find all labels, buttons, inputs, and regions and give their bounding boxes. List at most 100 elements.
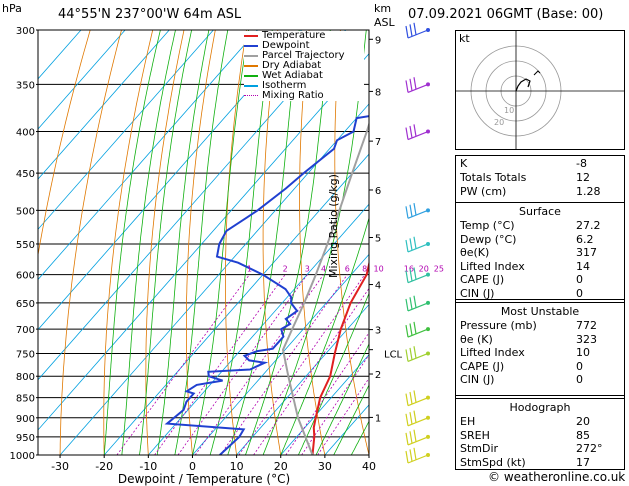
temperature-tick-label: -30: [51, 460, 69, 473]
temperature-tick-label: -20: [95, 460, 113, 473]
temperature-tick-label: 30: [318, 460, 332, 473]
legend-swatch: [244, 65, 258, 67]
pressure-tick-label: 950: [16, 433, 35, 444]
surface-label: Dewp (°C): [460, 232, 517, 246]
wind-barb: [405, 203, 430, 219]
isotherm-line: [280, 354, 369, 455]
surface-title: Surface: [519, 205, 561, 218]
most-unstable-row: Pressure (mb) 772: [456, 319, 624, 333]
mixing-ratio-line: [194, 274, 324, 455]
pressure-tick-label: 800: [16, 372, 35, 383]
k-index-row: K -8: [456, 157, 624, 171]
mixing-ratio-line: [116, 274, 250, 455]
most-unstable-row: CIN (J) 0: [456, 373, 624, 387]
hodograph-trace: [515, 78, 531, 92]
hodograph-stat-value: 20: [576, 415, 590, 428]
most-unstable-value: 0: [576, 359, 583, 373]
wind-barb: [405, 236, 430, 253]
isotherm-line: [236, 303, 369, 455]
wet-adiabat-line: [192, 30, 250, 455]
wet-adiabat-line: [209, 30, 273, 455]
hodograph-unit-label: kt: [459, 32, 470, 45]
surface-value: 6.2: [576, 232, 594, 246]
legend-entry: Temperature: [244, 31, 364, 41]
most-unstable-label: Lifted Index: [460, 346, 525, 359]
mixing-ratio-tick-label: 20: [419, 265, 429, 274]
most-unstable-value: 323: [576, 332, 597, 346]
hodograph-stat-label: StmSpd (kt): [460, 455, 526, 469]
hodograph-stat-row: StmSpd (kt) 17: [456, 456, 624, 470]
legend-entry: Parcel Trajectory: [244, 51, 364, 61]
hodograph-ring-label: 20: [494, 118, 504, 127]
hodograph-stat-value: 17: [576, 455, 590, 469]
pressure-tick-label: 750: [16, 349, 35, 360]
hodograph-stat-value: 272°: [576, 442, 603, 455]
surface-section: Surface Temp (°C) 27.2 Dewp (°C) 6.2 θe(K) 31…: [456, 202, 624, 300]
dry-adiabat-line: [262, 30, 282, 455]
isotherm-line: [38, 30, 214, 230]
mixing-ratio-tick-label: 3: [305, 265, 310, 274]
mixing-ratio-line: [301, 354, 369, 455]
pressure-tick-label: 450: [16, 169, 35, 180]
wind-barb: [405, 429, 430, 446]
height-tick-label: 3: [375, 326, 381, 337]
mixing-ratio-tick-label: 10: [374, 265, 384, 274]
mixing-ratio-line: [238, 274, 366, 455]
legend-label: Dry Adiabat: [262, 60, 322, 71]
dewpoint-profile: [164, 115, 369, 455]
km-unit-label: km: [374, 2, 392, 15]
lcl-label: LCL: [384, 350, 403, 361]
isotherm-line: [38, 30, 126, 130]
wind-barb: [405, 390, 430, 407]
most-unstable-row: Lifted Index 10: [456, 346, 624, 360]
pressure-tick-label: 300: [16, 26, 35, 37]
indices-panel: K -8 Totals Totals 12 PW (cm) 1.28 Surfa…: [455, 155, 625, 470]
pressure-tick-label: 500: [16, 206, 35, 217]
pressure-tick-label: 600: [16, 271, 35, 282]
surface-value: 27.2: [576, 219, 601, 232]
legend-swatch: [244, 55, 258, 57]
hodograph-stat-value: 85: [576, 428, 590, 442]
pressure-tick-label: 900: [16, 414, 35, 425]
chart-legend: Temperature Dewpoint Parcel Trajectory Dry …: [244, 31, 364, 101]
wind-barb: [405, 321, 430, 338]
hodograph-stats-title: Hodograph: [509, 401, 571, 414]
legend-label: Parcel Trajectory: [262, 50, 345, 61]
temperature-tick-label: -10: [139, 460, 157, 473]
surface-label: θe(K): [460, 246, 490, 259]
height-tick-label: 4: [375, 281, 381, 292]
totals-totals-label: Totals Totals: [460, 171, 527, 184]
mixing-ratio-line: [219, 274, 348, 455]
height-tick-label: 8: [375, 87, 381, 98]
surface-value: 0: [576, 273, 583, 286]
most-unstable-row: θe (K) 323: [456, 333, 624, 347]
surface-value: 0: [576, 286, 583, 300]
legend-entry: Dewpoint: [244, 41, 364, 51]
totals-totals-row: Totals Totals 12: [456, 171, 624, 185]
most-unstable-value: 10: [576, 346, 590, 359]
mixing-ratio-axis-label: Mixing Ratio (g/kg): [327, 174, 340, 278]
mixing-ratio-tick-label: 16: [404, 265, 414, 274]
k-index-label: K: [460, 157, 468, 170]
pw-row: PW (cm) 1.28: [456, 185, 624, 199]
wind-barb: [405, 267, 430, 284]
wind-barb: [405, 346, 430, 363]
height-tick-label: 5: [375, 233, 381, 244]
dry-adiabat-line: [59, 30, 122, 455]
pressure-tick-label: 850: [16, 394, 35, 405]
hodograph-stats-section: Hodograph EH 20 SREH 85 StmDir 272° StmSpd (kt…: [456, 398, 624, 469]
hodograph-stat-label: SREH: [460, 428, 490, 442]
asl-unit-label: ASL: [374, 16, 395, 29]
surface-value: 317: [576, 246, 597, 259]
copyright-footer: © weatheronline.co.uk: [488, 470, 626, 484]
legend-entry: Isotherm: [244, 81, 364, 91]
most-unstable-label: CAPE (J): [460, 359, 505, 373]
wind-barb: [405, 447, 430, 464]
most-unstable-value: 772: [576, 319, 597, 332]
sounding-datetime: 07.09.2021 06GMT (Base: 00): [408, 7, 604, 22]
pressure-tick-label: 650: [16, 299, 35, 310]
legend-label: Temperature: [262, 30, 326, 41]
station-location: 44°55'N 237°00'W 64m ASL: [58, 7, 242, 22]
k-index-value: -8: [576, 157, 587, 170]
